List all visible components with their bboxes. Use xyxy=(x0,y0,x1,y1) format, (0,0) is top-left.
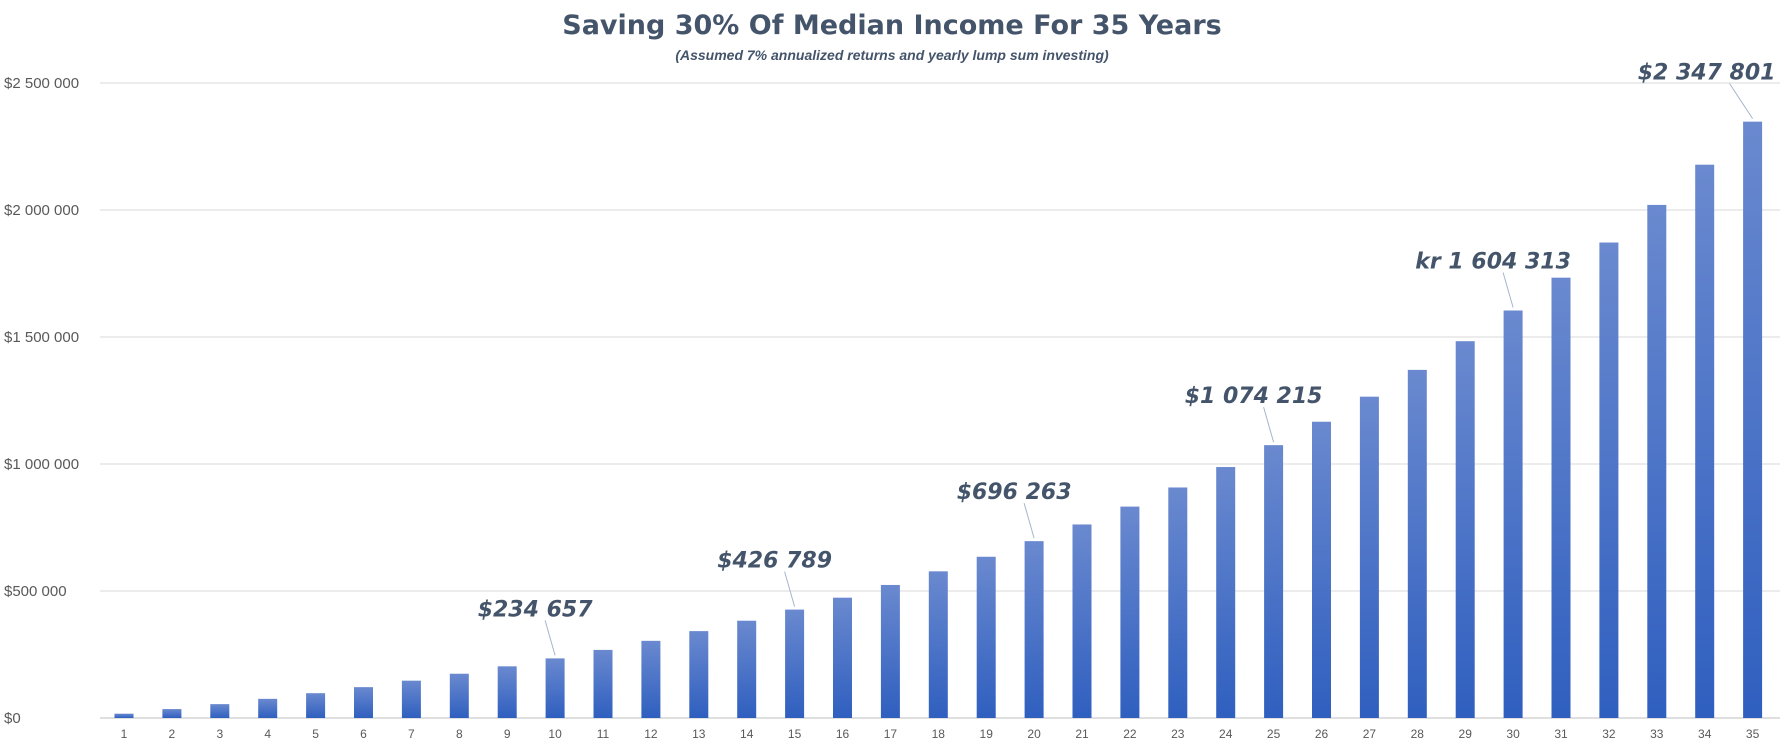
bar-28 xyxy=(1407,369,1427,718)
x-tick-label: 5 xyxy=(312,727,319,741)
x-tick-label: 30 xyxy=(1506,727,1520,741)
data-label: $1 074 215 xyxy=(1185,384,1323,409)
x-tick-label: 35 xyxy=(1746,727,1760,741)
gridlines xyxy=(100,82,1780,719)
bar-3 xyxy=(210,704,230,718)
data-label: $234 657 xyxy=(478,597,594,622)
annotation-leader-line xyxy=(1023,503,1035,539)
bar-27 xyxy=(1359,396,1379,718)
bar-21 xyxy=(1072,524,1092,718)
x-tick-label: 33 xyxy=(1650,727,1664,741)
x-tick-label: 6 xyxy=(360,727,367,741)
x-tick-label: 4 xyxy=(264,727,271,741)
bar-10 xyxy=(545,658,565,718)
bar-4 xyxy=(258,698,278,718)
bar-34 xyxy=(1695,164,1715,719)
x-tick-label: 12 xyxy=(644,727,658,741)
annotation-leader-line xyxy=(1729,83,1754,119)
bar-25 xyxy=(1264,445,1284,718)
bar-17 xyxy=(880,584,900,718)
bar-1 xyxy=(114,713,134,718)
x-tick-label: 14 xyxy=(740,727,754,741)
chart-subtitle: (Assumed 7% annualized returns and yearl… xyxy=(675,47,1109,63)
x-tick-label: 11 xyxy=(597,727,610,741)
x-tick-label: 31 xyxy=(1554,727,1568,741)
x-axis: 1 2 3 4 5 6 7 8 9 10 11 12 13 14 15 16 17 18 19 20 21 22 23 24 2… xyxy=(121,727,1760,741)
y-tick-label: $1 000 000 xyxy=(4,456,79,473)
x-tick-label: 25 xyxy=(1267,727,1281,741)
data-label: $2 347 801 xyxy=(1638,61,1776,86)
bar-33 xyxy=(1647,204,1667,718)
chart-title: Saving 30% Of Median Income For 35 Years xyxy=(562,10,1221,41)
bars xyxy=(114,121,1763,719)
bar-24 xyxy=(1216,467,1236,718)
bar-22 xyxy=(1120,506,1140,718)
x-tick-label: 18 xyxy=(932,727,946,741)
y-tick-label: $2 500 000 xyxy=(4,75,79,92)
bar-9 xyxy=(497,666,517,718)
annotation-leader-line xyxy=(1502,272,1514,308)
y-axis: $0 $500 000 $1 000 000 $1 500 000 $2 000 000… xyxy=(4,75,79,727)
x-tick-label: 23 xyxy=(1171,727,1185,741)
bar-29 xyxy=(1455,341,1475,718)
annotations: $234 657 $426 789 $696 263 $1 074 215 kr 1 6… xyxy=(478,61,1776,656)
x-tick-label: 1 xyxy=(121,727,128,741)
bar-20 xyxy=(1024,541,1044,718)
x-tick-label: 34 xyxy=(1698,727,1712,741)
bar-15 xyxy=(785,609,805,718)
x-tick-label: 19 xyxy=(980,727,994,741)
data-label: $426 789 xyxy=(717,549,832,574)
x-tick-label: 26 xyxy=(1315,727,1329,741)
bar-14 xyxy=(737,620,757,718)
bar-8 xyxy=(449,673,469,718)
bar-30 xyxy=(1503,310,1523,718)
x-tick-label: 32 xyxy=(1602,727,1616,741)
bar-16 xyxy=(833,597,852,718)
y-tick-label: $500 000 xyxy=(4,583,67,600)
bar-5 xyxy=(306,693,326,718)
annotation-leader-line xyxy=(784,571,796,607)
x-tick-label: 9 xyxy=(504,727,511,741)
x-tick-label: 21 xyxy=(1075,727,1089,741)
bar-2 xyxy=(162,709,182,718)
y-tick-label: $2 000 000 xyxy=(4,202,79,219)
x-tick-label: 27 xyxy=(1363,727,1377,741)
bar-23 xyxy=(1168,487,1188,718)
x-tick-label: 24 xyxy=(1219,727,1233,741)
x-tick-label: 22 xyxy=(1123,727,1137,741)
x-tick-label: 17 xyxy=(884,727,898,741)
bar-12 xyxy=(641,640,661,718)
annotation-leader-line xyxy=(544,620,556,656)
data-label: kr 1 604 313 xyxy=(1415,250,1571,275)
bar-18 xyxy=(928,571,948,718)
annotation-leader-line xyxy=(1263,407,1275,443)
x-tick-label: 13 xyxy=(692,727,706,741)
bar-13 xyxy=(689,631,709,718)
x-tick-label: 20 xyxy=(1027,727,1041,741)
y-tick-label: $1 500 000 xyxy=(4,329,79,346)
x-tick-label: 2 xyxy=(169,727,176,741)
bar-11 xyxy=(593,649,613,718)
data-label: $696 263 xyxy=(957,480,1072,505)
y-tick-label: $0 xyxy=(4,710,21,727)
bar-32 xyxy=(1599,242,1619,718)
x-tick-label: 15 xyxy=(788,727,802,741)
bar-19 xyxy=(976,556,996,718)
x-tick-label: 8 xyxy=(456,727,463,741)
bar-26 xyxy=(1312,421,1331,718)
x-tick-label: 28 xyxy=(1411,727,1425,741)
x-tick-label: 16 xyxy=(836,727,850,741)
x-tick-label: 10 xyxy=(548,727,562,741)
x-tick-label: 3 xyxy=(216,727,223,741)
bar-7 xyxy=(401,680,421,718)
bar-31 xyxy=(1551,277,1571,718)
bar-35 xyxy=(1743,121,1763,718)
x-tick-label: 7 xyxy=(408,727,415,741)
bar-6 xyxy=(354,687,373,718)
x-tick-label: 29 xyxy=(1459,727,1473,741)
